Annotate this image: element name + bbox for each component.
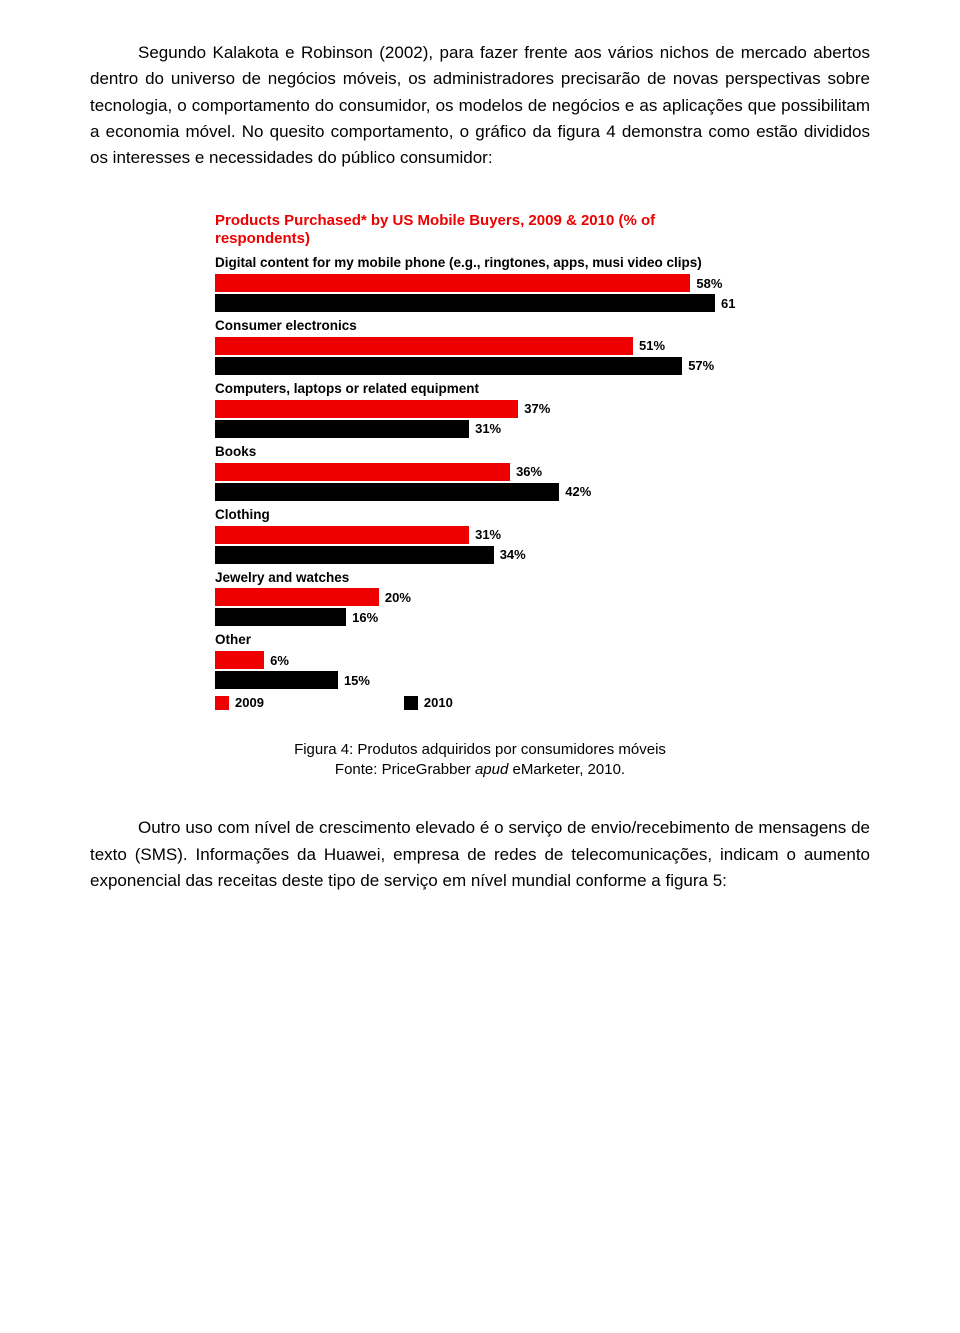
bar-row-2009: 20% [215, 588, 745, 606]
legend-label-2010: 2010 [424, 695, 453, 710]
bar-2009 [215, 463, 510, 481]
bar-2010 [215, 546, 494, 564]
bar-2010 [215, 420, 469, 438]
bar-value-2009: 6% [270, 653, 289, 668]
bar-2009 [215, 337, 633, 355]
bar-row-2010: 34% [215, 546, 745, 564]
bar-value-2010: 42% [565, 484, 591, 499]
caption-line-2-em: apud [475, 761, 508, 778]
chart-category: Jewelry and watches 20% 16% [215, 570, 745, 627]
bar-2010 [215, 608, 346, 626]
bar-value-2009: 37% [524, 401, 550, 416]
bar-row-2009: 58% [215, 274, 745, 292]
bar-2009 [215, 274, 690, 292]
chart-category: Other 6% 15% [215, 632, 745, 689]
legend-swatch-2010 [404, 696, 418, 710]
bar-2010 [215, 294, 715, 312]
figure-caption: Figura 4: Produtos adquiridos por consum… [90, 740, 870, 779]
legend-swatch-2009 [215, 696, 229, 710]
bar-value-2010: 34% [500, 547, 526, 562]
bar-row-2010: 42% [215, 483, 745, 501]
bar-value-2009: 58% [696, 276, 722, 291]
bar-row-2009: 36% [215, 463, 745, 481]
category-label: Computers, laptops or related equipment [215, 381, 745, 398]
bar-2010 [215, 357, 682, 375]
bar-value-2010: 16% [352, 610, 378, 625]
bar-2009 [215, 588, 379, 606]
legend-item-2010: 2010 [404, 695, 453, 710]
category-label: Books [215, 444, 745, 461]
caption-line-2-pre: Fonte: PriceGrabber [335, 761, 475, 778]
bar-value-2010: 15% [344, 673, 370, 688]
chart-category: Digital content for my mobile phone (e.g… [215, 255, 745, 312]
bar-2009 [215, 651, 264, 669]
bar-value-2010: 31% [475, 421, 501, 436]
bar-row-2009: 6% [215, 651, 745, 669]
bar-value-2009: 51% [639, 338, 665, 353]
bar-2010 [215, 671, 338, 689]
chart-category: Clothing 31% 34% [215, 507, 745, 564]
bar-2009 [215, 400, 518, 418]
bar-row-2010: 61 [215, 294, 745, 312]
bar-row-2009: 51% [215, 337, 745, 355]
bar-row-2009: 37% [215, 400, 745, 418]
bar-value-2010: 61 [721, 296, 735, 311]
bar-2009 [215, 526, 469, 544]
caption-line-1: Figura 4: Produtos adquiridos por consum… [294, 741, 666, 758]
bar-row-2009: 31% [215, 526, 745, 544]
chart-category: Books 36% 42% [215, 444, 745, 501]
caption-line-2-post: eMarketer, 2010. [508, 761, 625, 778]
category-label: Other [215, 632, 745, 649]
category-label: Clothing [215, 507, 745, 524]
bar-row-2010: 57% [215, 357, 745, 375]
products-chart: Products Purchased* by US Mobile Buyers,… [215, 212, 745, 711]
bar-value-2009: 36% [516, 464, 542, 479]
chart-category: Consumer electronics 51% 57% [215, 318, 745, 375]
bar-row-2010: 31% [215, 420, 745, 438]
chart-legend: 2009 2010 [215, 695, 745, 710]
category-label: Consumer electronics [215, 318, 745, 335]
category-label: Digital content for my mobile phone (e.g… [215, 255, 745, 272]
bar-2010 [215, 483, 559, 501]
bar-value-2009: 20% [385, 590, 411, 605]
bar-value-2009: 31% [475, 527, 501, 542]
chart-body: Digital content for my mobile phone (e.g… [215, 255, 745, 689]
bar-value-2010: 57% [688, 358, 714, 373]
paragraph-1: Segundo Kalakota e Robinson (2002), para… [90, 40, 870, 172]
category-label: Jewelry and watches [215, 570, 745, 587]
chart-category: Computers, laptops or related equipment 3… [215, 381, 745, 438]
paragraph-2: Outro uso com nível de crescimento eleva… [90, 815, 870, 894]
bar-row-2010: 15% [215, 671, 745, 689]
bar-row-2010: 16% [215, 608, 745, 626]
legend-item-2009: 2009 [215, 695, 264, 710]
chart-title: Products Purchased* by US Mobile Buyers,… [215, 212, 745, 250]
legend-label-2009: 2009 [235, 695, 264, 710]
